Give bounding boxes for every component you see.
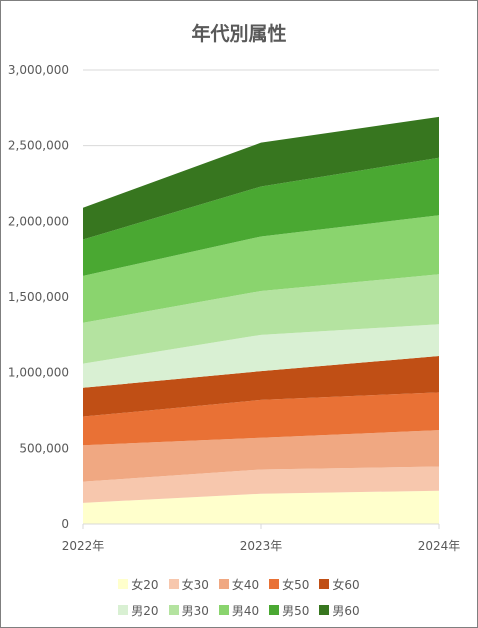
legend-label: 男40 xyxy=(231,603,260,618)
legend-item: 男50 xyxy=(269,602,309,619)
area-series-女50 xyxy=(83,392,439,446)
x-tick-label: 2022年 xyxy=(62,539,105,553)
legend-label: 男20 xyxy=(131,603,159,618)
legend-swatch xyxy=(168,579,179,589)
stacked-area-chart: 0 500,000 1,000,000 1,500,000 2,000,000 2,500… xyxy=(8,63,461,553)
x-tick-label: 2023年 xyxy=(240,539,283,553)
y-tick-label: 2,500,000 xyxy=(8,139,69,153)
legend-swatch xyxy=(218,605,229,615)
legend-swatch xyxy=(218,579,229,589)
area-series-女60 xyxy=(83,356,439,417)
legend-swatch xyxy=(319,579,330,589)
legend-label: 女60 xyxy=(332,577,360,592)
legend-item: 女30 xyxy=(168,576,209,593)
legend-swatch xyxy=(118,605,129,615)
y-tick-label: 0 xyxy=(61,517,69,531)
chart-title: 年代別属性 xyxy=(191,23,287,45)
area-series-女20 xyxy=(83,490,439,524)
legend-label: 女30 xyxy=(181,577,209,592)
legend-swatch xyxy=(168,605,179,615)
legend-swatch xyxy=(319,605,330,615)
legend-label: 男50 xyxy=(282,603,310,618)
area-series-男30 xyxy=(83,274,439,364)
area-series-女40 xyxy=(83,430,439,482)
legend: 女20 女30 女40 女50 女60 男20 男30 男40 男50 男60 xyxy=(1,571,477,623)
legend-item: 男20 xyxy=(118,602,159,619)
legend-label: 女40 xyxy=(231,577,260,592)
y-tick-label: 500,000 xyxy=(19,441,69,455)
area-series-男50 xyxy=(83,157,439,276)
legend-item: 男60 xyxy=(319,602,360,619)
legend-swatch xyxy=(269,579,280,589)
legend-swatch xyxy=(118,579,129,589)
legend-label: 女20 xyxy=(131,577,159,592)
legend-label: 男60 xyxy=(332,603,360,618)
legend-row: 男20 男30 男40 男50 男60 xyxy=(1,597,477,623)
y-tick-label: 1,000,000 xyxy=(8,366,69,380)
area-series-男60 xyxy=(83,116,439,240)
x-tick-label: 2024年 xyxy=(418,539,461,553)
legend-item: 女60 xyxy=(319,576,360,593)
legend-label: 女50 xyxy=(282,577,310,592)
legend-item: 女20 xyxy=(118,576,159,593)
legend-swatch xyxy=(269,605,280,615)
legend-item: 女40 xyxy=(218,576,260,593)
legend-item: 女50 xyxy=(269,576,309,593)
legend-label: 男30 xyxy=(181,603,209,618)
legend-item: 男30 xyxy=(168,602,209,619)
y-tick-label: 3,000,000 xyxy=(8,63,69,77)
legend-item: 男40 xyxy=(218,602,260,619)
area-series-男20 xyxy=(83,324,439,388)
area-series-男40 xyxy=(83,215,439,323)
y-tick-label: 1,500,000 xyxy=(8,290,69,304)
legend-row: 女20 女30 女40 女50 女60 xyxy=(1,571,477,597)
y-tick-label: 2,000,000 xyxy=(8,214,69,228)
